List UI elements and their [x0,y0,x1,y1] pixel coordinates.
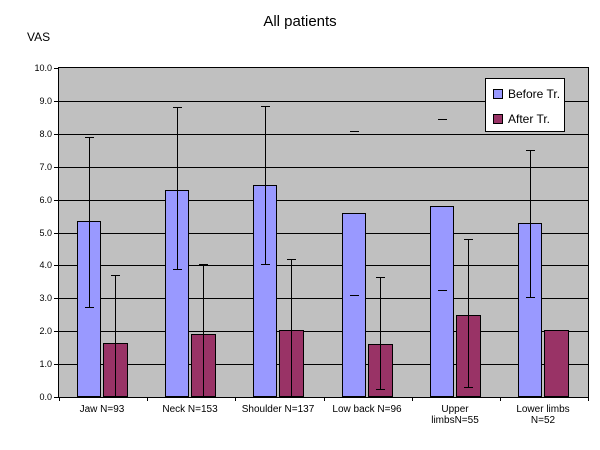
error-bar-cap-bottom [261,264,270,265]
y-tick-label: 10.0 [34,63,52,73]
y-tick-label: 2.0 [39,326,52,336]
x-axis-tick [412,397,413,401]
x-category-label: Jaw N=93 [79,404,125,415]
y-tick-label: 6.0 [39,195,52,205]
error-bar-line [265,106,266,264]
error-bar-cap-top [261,106,270,107]
error-bar-cap-bottom [526,297,535,298]
legend-swatch-after-icon [493,114,503,124]
legend-swatch-before-icon [493,89,503,99]
legend: Before Tr. After Tr. [485,78,565,132]
bar-before [253,185,277,397]
x-axis-tick [324,397,325,401]
x-category-label: Upper limbsN=55 [431,404,479,426]
y-tick-label: 7.0 [39,162,52,172]
y-tick-label: 3.0 [39,293,52,303]
gridline [59,134,588,135]
legend-label-after: After Tr. [508,112,551,126]
y-axis-tick [54,167,58,168]
gridline [59,233,588,234]
error-bar-cap-top [287,259,296,260]
x-axis-tick [147,397,148,401]
y-axis-tick [54,298,58,299]
error-bar-line [203,264,204,397]
gridline [59,101,588,102]
y-axis-tick [54,134,58,135]
y-axis-tick [54,331,58,332]
y-axis-tick [54,200,58,201]
error-bar-cap-top [111,275,120,276]
x-category-label: Neck N=153 [162,404,218,415]
error-bar-line [380,277,381,389]
y-tick-label: 9.0 [39,96,52,106]
y-axis-tick [54,101,58,102]
y-tick-label: 1.0 [39,359,52,369]
y-tick-label: 5.0 [39,228,52,238]
y-axis-unit-label: VAS [27,30,51,44]
error-bar-cap-top [85,137,94,138]
error-bar-cap-bottom [464,387,473,388]
x-axis-tick [235,397,236,401]
error-bar-cap-bottom [438,290,447,291]
error-bar-cap-top [350,131,359,132]
x-axis-tick [59,397,60,401]
y-axis-tick [54,233,58,234]
error-bar-cap-top [376,277,385,278]
error-bar-line [530,150,531,297]
bar-before [342,213,366,397]
gridline [59,167,588,168]
gridline [59,200,588,201]
x-category-label: Low back N=96 [332,404,402,415]
error-bar-cap-bottom [173,269,182,270]
chart-title: All patients [263,13,337,30]
error-bar-cap-top [173,107,182,108]
x-category-label: Shoulder N=137 [241,404,315,415]
legend-label-before: Before Tr. [508,87,561,101]
error-bar-cap-bottom [85,307,94,308]
gridline [59,265,588,266]
y-axis-tick [54,364,58,365]
error-bar-cap-top [199,264,208,265]
y-tick-label: 4.0 [39,260,52,270]
x-axis-tick [500,397,501,401]
error-bar-line [89,137,90,307]
error-bar-cap-top [464,239,473,240]
y-axis-tick [54,68,58,69]
error-bar-cap-top [526,150,535,151]
bar-after [544,330,569,397]
x-category-label: Lower limbs N=52 [516,404,570,426]
x-axis-tick [588,397,589,401]
error-bar-line [115,275,116,397]
y-axis-tick [54,397,58,398]
y-axis-tick [54,265,58,266]
y-tick-label: 8.0 [39,129,52,139]
error-bar-line [177,107,178,269]
gridline [59,298,588,299]
error-bar-cap-bottom [376,389,385,390]
y-tick-label: 0.0 [39,392,52,402]
error-bar-cap-bottom [350,295,359,296]
gridline [59,331,588,332]
bar-before [430,206,454,397]
error-bar-cap-top [438,119,447,120]
gridline [59,364,588,365]
error-bar-line [468,239,469,387]
error-bar-line [291,259,292,397]
